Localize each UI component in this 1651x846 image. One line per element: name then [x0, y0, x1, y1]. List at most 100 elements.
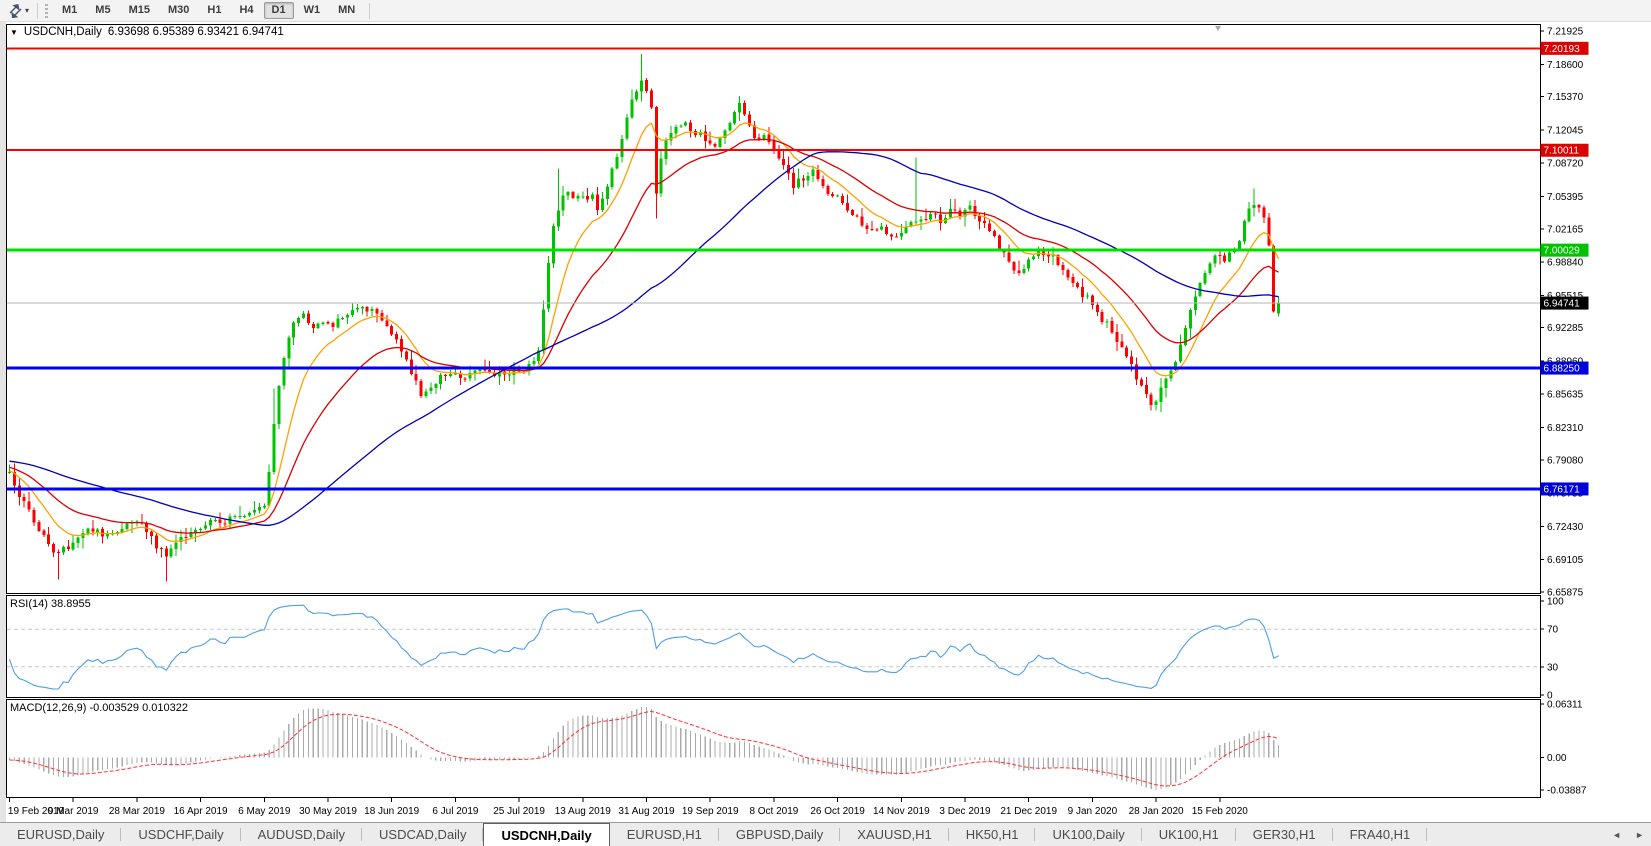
tab-usdchf-daily[interactable]: USDCHF,Daily: [121, 823, 241, 846]
moving-averages-layer: [9, 122, 1280, 543]
tab-scroll-left-icon[interactable]: ◄: [1612, 829, 1622, 840]
axis-label: 19 Feb 2019: [8, 806, 65, 817]
timeframe-button-m30[interactable]: M30: [167, 4, 190, 16]
axis-label: 6.92285: [1547, 323, 1584, 334]
price-badge-6.88250: [1540, 361, 1589, 375]
horizontal-lines-layer[interactable]: [7, 47, 1540, 491]
price-badge-7.00029: [1540, 243, 1589, 257]
tab-fra40-h1[interactable]: FRA40,H1: [1333, 823, 1428, 846]
rsi-indicator-label: RSI(14) 38.8955: [10, 598, 91, 610]
axis-label: 18 Jun 2019: [364, 806, 419, 817]
axis-label: 6.85635: [1547, 390, 1584, 401]
axis-label: 6.94741: [1544, 299, 1581, 310]
axis-label: 6.82310: [1547, 423, 1584, 434]
axis-label: 6.76171: [1544, 484, 1581, 495]
chart-panel: [6, 595, 1541, 698]
tab-eurusd-daily[interactable]: EURUSD,Daily: [0, 823, 122, 846]
axis-label: 0.06311: [1547, 700, 1583, 711]
axis-label: 100: [1547, 597, 1564, 608]
axis-label: 0: [1547, 691, 1553, 702]
axis-label: 30 May 2019: [299, 806, 357, 817]
timeframe-button-h4[interactable]: H4: [239, 4, 254, 16]
toolbar: ▾ M1 M5 M15 M30 H1 H4 D1 W1 MN: [0, 0, 1651, 22]
timeframe-button-m1[interactable]: M1: [62, 4, 78, 16]
tab-usdcnh-daily[interactable]: USDCNH,Daily: [483, 823, 610, 846]
axis-label: 6.65875: [1547, 588, 1584, 599]
toolbar-separator: [369, 2, 371, 19]
axis-label: 7.08720: [1547, 159, 1584, 170]
axis-label: 7.02165: [1547, 224, 1584, 235]
symbol-dropdown-icon[interactable]: ▼: [10, 27, 18, 37]
axis-label: 16 Apr 2019: [174, 806, 228, 817]
tab-usdcad-daily[interactable]: USDCAD,Daily: [362, 823, 484, 846]
axis-label: 21 Dec 2019: [1000, 806, 1057, 817]
price-axis: 7.21925 7.18600 7.15370 7.12045 7.08720 7.053…: [1540, 27, 1589, 599]
macd-signal-line: [9, 710, 1279, 787]
axis-label: 15 Feb 2020: [1192, 806, 1249, 817]
axis-label: 26 Oct 2019: [810, 806, 865, 817]
tab-eurusd-h1[interactable]: EURUSD,H1: [610, 823, 720, 846]
tab-hk50-h1[interactable]: HK50,H1: [949, 823, 1036, 846]
timeframe-button-h1[interactable]: H1: [207, 4, 222, 16]
chart-shift-tool-button[interactable]: ▾: [5, 2, 32, 20]
axis-label: 9 Mar 2019: [48, 806, 99, 817]
timeframe-button-w1[interactable]: W1: [303, 4, 321, 16]
tab-scroll-controls: ◄ ►: [1612, 823, 1644, 846]
axis-label: 6.95515: [1547, 291, 1584, 302]
ma-slow-line: [9, 151, 1279, 526]
axis-label: 7.15370: [1547, 92, 1584, 103]
axis-label: 7.00029: [1544, 246, 1581, 257]
axis-label: 7.05395: [1547, 192, 1584, 203]
chart-canvas[interactable]: 7.21925 7.18600 7.15370 7.12045 7.08720 7.053…: [0, 22, 1651, 822]
axis-label: 30: [1547, 662, 1559, 673]
shift-arrows-icon: [9, 3, 22, 18]
chart-tab-bar: EURUSD,Daily USDCHF,Daily AUDUSD,Daily USDC…: [0, 822, 1651, 846]
timeframe-button-mn[interactable]: MN: [338, 4, 356, 16]
axis-label: 7.10011: [1544, 146, 1580, 157]
tab-ger30-h1[interactable]: GER30,H1: [1236, 823, 1333, 846]
axis-label: 13 Aug 2019: [555, 806, 612, 817]
timeframe-button-d1[interactable]: D1: [263, 2, 294, 19]
timeframe-button-m5[interactable]: M5: [95, 4, 111, 16]
chart-panel: [6, 699, 1541, 798]
axis-label: 6.98840: [1547, 258, 1584, 269]
dropdown-caret-icon[interactable]: ▾: [25, 5, 30, 15]
tab-uk100-h1[interactable]: UK100,H1: [1142, 823, 1236, 846]
price-badge-6.76171: [1540, 482, 1589, 496]
price-badge-7.10011: [1540, 143, 1589, 157]
ma-mid-line: [9, 138, 1279, 534]
ma-fast-line: [9, 122, 1280, 543]
axis-label: 70: [1547, 625, 1559, 636]
rsi-axis: 100 70 30 0: [1540, 597, 1564, 702]
tab-xauusd-h1[interactable]: XAUUSD,H1: [840, 823, 950, 846]
axis-label: 6.79080: [1547, 455, 1584, 466]
macd-layer: [8, 707, 1280, 790]
tab-gbpusd-daily[interactable]: GBPUSD,Daily: [719, 823, 841, 846]
macd-histogram: [8, 707, 1280, 790]
axis-label: 6.72430: [1547, 522, 1584, 533]
toolbar-drag-grip[interactable]: [45, 3, 49, 18]
axis-label: 8 Oct 2019: [749, 806, 798, 817]
axis-label: 25 Jul 2019: [493, 806, 545, 817]
ohlc-values: 6.93698 6.95389 6.93421 6.94741: [107, 26, 284, 38]
toolbar-separator: [37, 2, 39, 19]
axis-label: -0.03887: [1547, 786, 1587, 797]
macd-axis: 0.06311 0.00 -0.03887: [1540, 700, 1587, 797]
axis-label: 14 Nov 2019: [873, 806, 930, 817]
price-badge-7.20193: [1540, 41, 1589, 55]
timeframe-button-group: M1 M5 M15 M30 H1 H4 D1 W1 MN: [53, 2, 364, 19]
chart-panel: [6, 24, 1541, 594]
chart-title: ▼ USDCNH,Daily 6.93698 6.95389 6.93421 6…: [10, 26, 284, 38]
tab-scroll-right-icon[interactable]: ►: [1635, 829, 1644, 840]
price-badge-6.94741: [1540, 296, 1589, 310]
tab-audusd-daily[interactable]: AUDUSD,Daily: [241, 823, 363, 846]
chart-shift-marker[interactable]: [1215, 26, 1221, 31]
timeframe-button-m15[interactable]: M15: [128, 4, 150, 16]
window-left-gutter: [0, 22, 6, 822]
tab-uk100-daily[interactable]: UK100,Daily: [1035, 823, 1143, 846]
axis-label: 28 Jan 2020: [1129, 806, 1184, 817]
axis-label: 6 Jul 2019: [432, 806, 479, 817]
axis-label: 31 Aug 2019: [618, 806, 675, 817]
